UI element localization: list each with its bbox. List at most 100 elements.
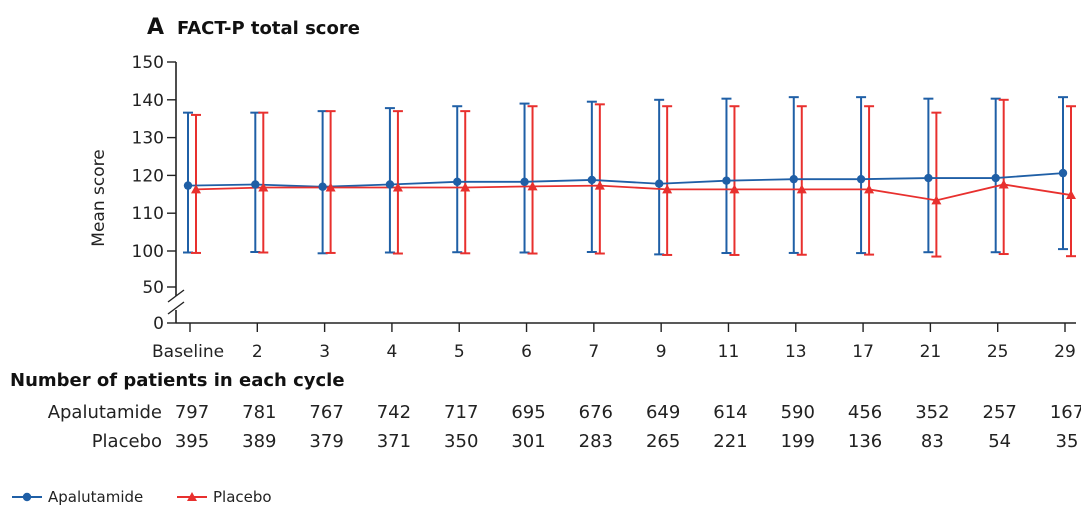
legend-label: Placebo — [213, 488, 272, 506]
data-point-placebo — [392, 182, 403, 192]
data-point-placebo — [527, 181, 538, 191]
x-tick-label: 29 — [1054, 342, 1076, 362]
patient-count: 649 — [646, 402, 680, 423]
legend-marker-circle — [22, 492, 32, 502]
data-point-apalutamide — [251, 180, 260, 189]
y-tick-label: 150 — [132, 53, 164, 73]
x-tick-label: 17 — [852, 342, 874, 362]
x-tick-label: 11 — [718, 342, 740, 362]
data-point-apalutamide — [520, 177, 529, 187]
x-tick-label: 4 — [387, 342, 398, 362]
x-tick-label: 13 — [785, 342, 807, 362]
patient-count: 389 — [242, 431, 276, 452]
patient-count: 379 — [309, 431, 343, 452]
patients-row-label: Placebo — [92, 431, 162, 452]
patient-count: 301 — [511, 431, 545, 452]
data-point-apalutamide — [385, 180, 395, 189]
y-tick-label: 0 — [153, 314, 164, 334]
patient-count: 257 — [983, 402, 1017, 423]
patients-row-label: Apalutamide — [48, 402, 162, 423]
patient-count: 54 — [988, 431, 1011, 452]
series-lines — [187, 172, 1072, 202]
patient-count: 136 — [848, 431, 882, 452]
axis-break-mark — [167, 289, 185, 303]
patient-count: 283 — [579, 431, 613, 452]
patient-count: 199 — [781, 431, 815, 452]
error-bars — [183, 96, 1076, 258]
data-point-placebo — [662, 184, 673, 194]
patient-count: 352 — [915, 402, 949, 423]
data-point-apalutamide — [183, 181, 193, 190]
legend: Apalutamide Placebo — [12, 488, 272, 506]
patient-count: 35 — [1056, 431, 1079, 452]
y-tick-label: 100 — [132, 242, 164, 262]
patient-count: 781 — [242, 402, 276, 423]
patient-count: 371 — [377, 431, 411, 452]
y-tick-label: 110 — [132, 204, 164, 224]
panel-letter: A — [147, 15, 164, 40]
data-point-placebo — [796, 184, 807, 194]
data-point-apalutamide — [587, 175, 597, 185]
patient-count: 221 — [713, 431, 747, 452]
patient-count: 167 — [1050, 402, 1081, 423]
x-tick-label: 9 — [656, 342, 667, 362]
patient-count: 614 — [713, 402, 747, 423]
patient-count: 695 — [511, 402, 545, 423]
data-point-apalutamide — [318, 182, 327, 191]
chart-title: FACT-P total score — [177, 18, 360, 39]
data-point-apalutamide — [654, 179, 664, 188]
patient-count: 395 — [175, 431, 209, 452]
series-line-apalutamide — [187, 172, 1064, 188]
series-markers — [183, 168, 1076, 205]
data-point-placebo — [191, 184, 201, 194]
patient-count-table: Apalutamide 797 781 767 742 717 695 676 649 614 59… — [48, 402, 1081, 452]
data-point-apalutamide — [1058, 168, 1068, 178]
data-point-placebo — [729, 184, 740, 194]
x-tick-label: 21 — [920, 342, 942, 362]
axes: 0 50 100 110 120 130 140 150 — [132, 53, 1076, 334]
patient-count: 83 — [921, 431, 944, 452]
patient-count: 350 — [444, 431, 478, 452]
series-line-placebo — [195, 183, 1072, 202]
patient-count: 265 — [646, 431, 680, 452]
data-point-apalutamide — [991, 173, 1000, 183]
data-point-apalutamide — [453, 177, 462, 187]
patient-count: 590 — [781, 402, 815, 423]
y-tick-label: 130 — [132, 129, 164, 149]
patient-count: 767 — [309, 402, 343, 423]
patient-count: 456 — [848, 402, 882, 423]
data-point-placebo — [460, 182, 471, 192]
x-tick-label: 5 — [454, 342, 465, 362]
patient-count: 797 — [175, 402, 209, 423]
data-point-apalutamide — [789, 174, 798, 184]
legend-label: Apalutamide — [48, 488, 143, 506]
data-point-apalutamide — [924, 173, 933, 183]
patient-count: 717 — [444, 402, 478, 423]
y-tick-label: 50 — [142, 278, 164, 298]
patient-count: 676 — [579, 402, 613, 423]
data-point-apalutamide — [722, 176, 731, 185]
y-axis-label: Mean score — [89, 149, 109, 246]
y-tick-label: 140 — [132, 91, 164, 111]
patient-count: 742 — [377, 402, 411, 423]
x-tick-label: 6 — [521, 342, 532, 362]
data-point-placebo — [931, 195, 942, 205]
x-tick-label: 25 — [987, 342, 1009, 362]
x-tick-labels: Baseline 2 3 4 5 6 7 9 11 13 17 21 25 29 — [152, 342, 1076, 362]
patients-header: Number of patients in each cycle — [10, 370, 345, 391]
x-tick-label: 2 — [252, 342, 263, 362]
data-point-apalutamide — [856, 174, 866, 184]
x-tick-label: 7 — [588, 342, 599, 362]
y-tick-label: 120 — [132, 166, 164, 186]
data-point-placebo — [998, 179, 1009, 189]
data-point-placebo — [594, 180, 605, 190]
data-point-placebo — [258, 182, 269, 192]
x-tick-label: Baseline — [152, 342, 224, 362]
data-point-placebo — [1066, 190, 1076, 200]
data-point-placebo — [864, 184, 875, 194]
axis-break-mark — [167, 301, 185, 315]
data-point-placebo — [325, 182, 336, 192]
legend-marker-triangle — [187, 492, 197, 501]
x-tick-label: 3 — [319, 342, 330, 362]
